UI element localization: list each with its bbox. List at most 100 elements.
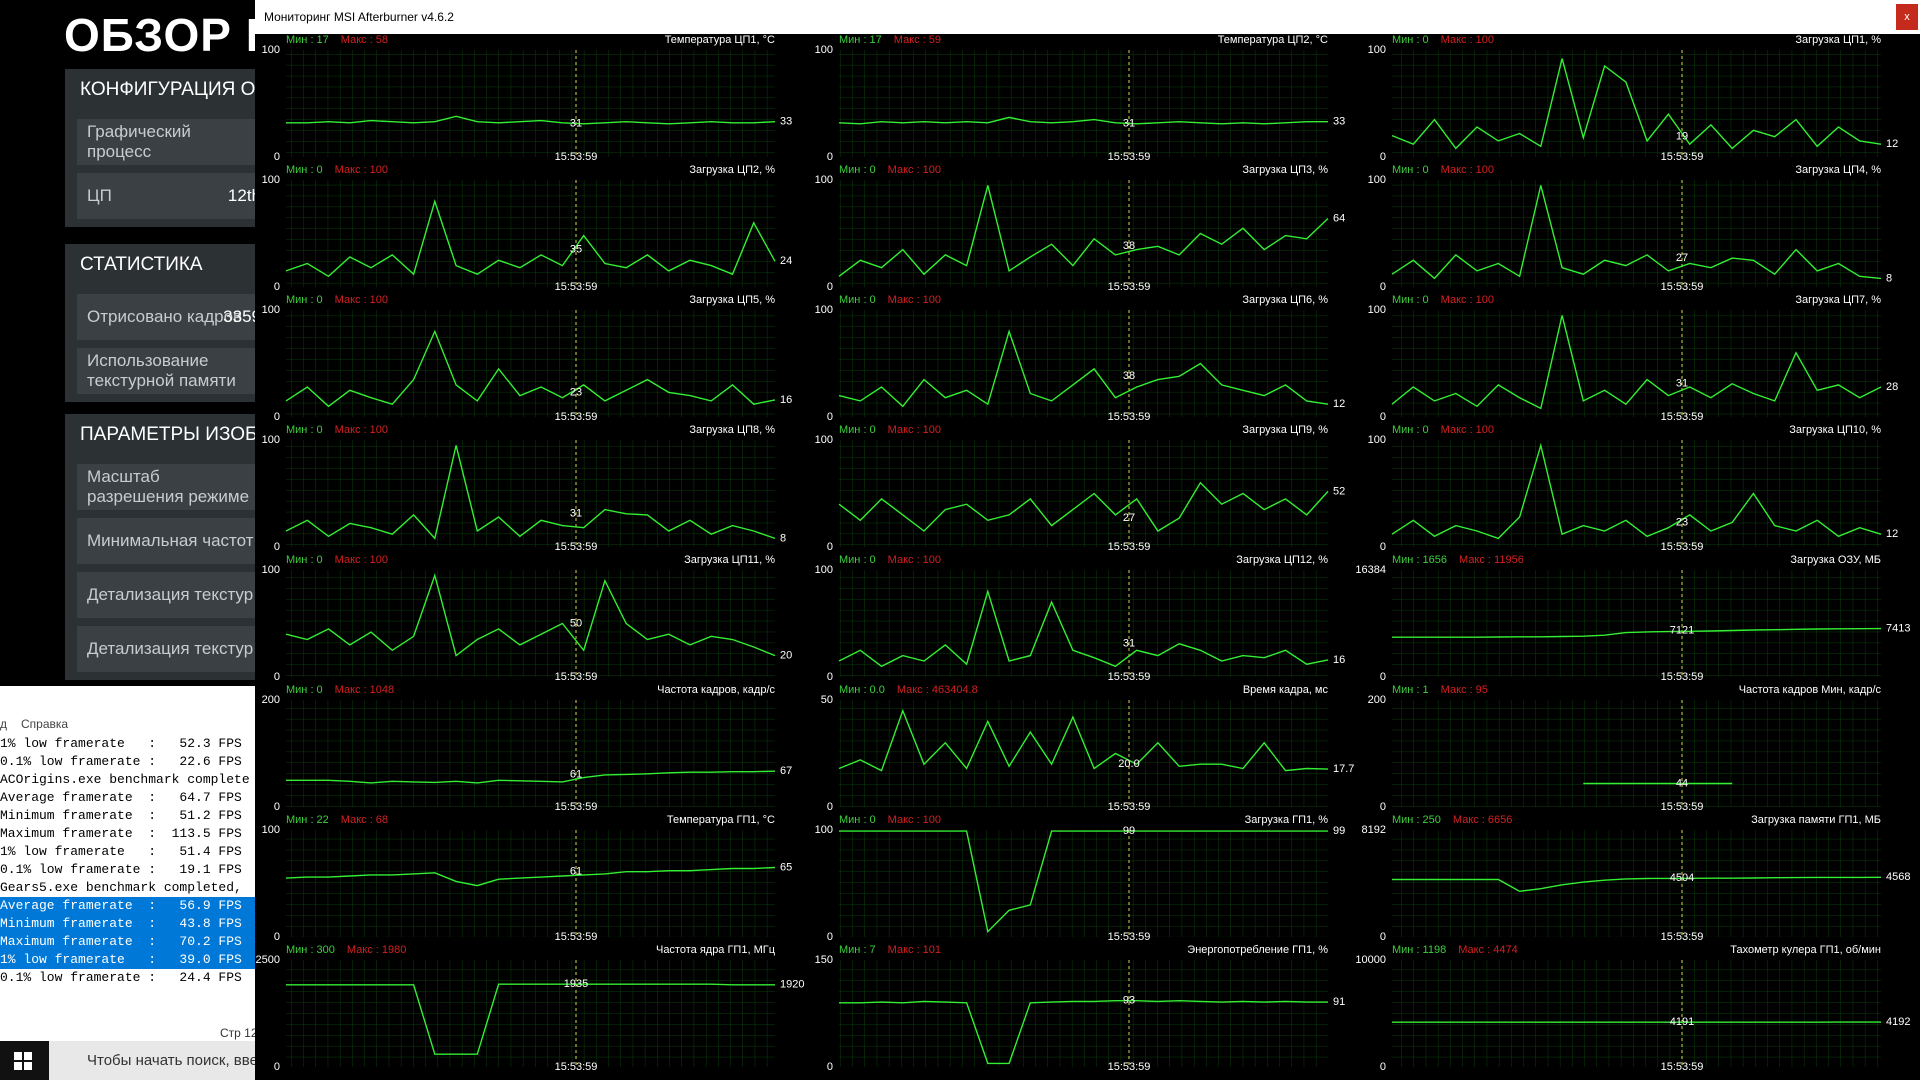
min-max: Мин : 17 Макс : 59 <box>839 34 941 46</box>
close-label[interactable]: x <box>1904 11 1910 23</box>
menu-item[interactable]: Справка <box>21 717 69 731</box>
current-value: 28 <box>1886 381 1898 393</box>
min-label: Мин : 1198 <box>1392 944 1446 956</box>
graph-grid <box>286 830 775 937</box>
graph-grid <box>286 310 775 417</box>
max-label: Макс : 100 <box>888 164 941 176</box>
row-value: 12th <box>227 186 261 205</box>
graph-title: Загрузка ЦП9, % <box>1242 424 1328 436</box>
graph-title: Энергопотребление ГП1, % <box>1187 944 1328 956</box>
current-value: 12 <box>1886 138 1898 150</box>
row-label: Использование текстурной памяти <box>87 351 236 390</box>
start-button[interactable] <box>14 1052 32 1070</box>
menu-bar: д Справка <box>0 686 255 731</box>
current-value: 20 <box>780 650 792 662</box>
section-title: КОНФИГУРАЦИЯ ОБ <box>80 79 265 100</box>
y-tick-label: 0 <box>1380 151 1386 163</box>
cursor-value: 4191 <box>1670 1016 1694 1028</box>
text-line: Gears5.exe benchmark completed, <box>0 880 242 895</box>
cursor-value: 31 <box>1123 118 1135 130</box>
settings-row: Масштаб разрешения режиме <box>77 464 265 510</box>
cursor-value: 38 <box>1123 240 1135 252</box>
current-value: 16 <box>1333 654 1345 666</box>
trace <box>838 116 1328 125</box>
cursor-value: 31 <box>1676 378 1688 390</box>
menu-item[interactable]: д <box>0 717 8 731</box>
current-value: 33 <box>1333 116 1345 128</box>
current-value: 17.7 <box>1333 763 1354 775</box>
min-max: Мин : 0 Макс : 100 <box>839 164 941 176</box>
cursor-value: 31 <box>570 118 582 130</box>
time-label: 15:53:59 <box>555 151 598 163</box>
min-max: Мин : 300 Макс : 1980 <box>286 944 406 956</box>
cursor-value: 99 <box>1123 825 1135 837</box>
graph-grid <box>839 570 1328 677</box>
cursor-value: 44 <box>1676 777 1688 789</box>
y-tick-label: 100 <box>262 434 280 446</box>
text-area[interactable]: 1% low framerate : 52.3 FPS 0.1% low fram… <box>0 735 255 987</box>
graph-title: Частота ядра ГП1, МГц <box>656 944 776 956</box>
current-value: 65 <box>780 861 792 873</box>
current-value: 1920 <box>780 979 804 991</box>
time-label: 15:53:59 <box>1661 281 1704 293</box>
min-label: Мин : 22 <box>286 814 329 826</box>
text-line: 1% low framerate : 52.3 FPS <box>0 736 242 751</box>
search-box[interactable]: Чтобы начать поиск, вве <box>49 1041 255 1080</box>
current-value: 16 <box>780 394 792 406</box>
max-label: Макс : 100 <box>1441 294 1494 306</box>
graph-grid <box>839 50 1328 157</box>
y-tick-label: 0 <box>1380 411 1386 423</box>
min-max: Мин : 0 Макс : 100 <box>286 424 388 436</box>
max-label: Макс : 95 <box>1441 684 1488 696</box>
graph-title: Загрузка ЦП4, % <box>1795 164 1881 176</box>
cursor-value: 27 <box>1676 252 1688 264</box>
graph-grid <box>1392 830 1881 937</box>
settings-row: Минимальная частот <box>77 518 265 564</box>
trace <box>838 185 1329 277</box>
time-label: 15:53:59 <box>555 281 598 293</box>
min-max: Мин : 0 Макс : 100 <box>286 554 388 566</box>
trace <box>838 708 1329 772</box>
time-label: 15:53:59 <box>555 671 598 683</box>
y-tick-label: 0 <box>1380 801 1386 813</box>
row-label: Отрисовано кадров <box>87 307 243 326</box>
min-label: Мин : 300 <box>286 944 335 956</box>
row-label: Масштаб разрешения режиме <box>87 467 250 506</box>
graph-grid <box>839 960 1328 1067</box>
max-label: Макс : 100 <box>1441 34 1494 46</box>
trace <box>839 999 1328 1065</box>
current-value: 4192 <box>1886 1016 1910 1028</box>
graph-title: Частота кадров, кадр/с <box>657 684 775 696</box>
graph-grid <box>839 830 1328 937</box>
trace <box>1391 315 1882 410</box>
min-label: Мин : 0 <box>839 294 876 306</box>
max-label: Макс : 100 <box>888 294 941 306</box>
y-tick-label: 0 <box>274 151 280 163</box>
trace <box>285 866 776 887</box>
trace <box>286 770 776 784</box>
settings-row: Детализация текстур <box>77 626 265 672</box>
min-max: Мин : 22 Макс : 68 <box>286 814 388 826</box>
time-label: 15:53:59 <box>1108 281 1151 293</box>
min-max: Мин : 0.0 Макс : 463404.8 <box>839 684 978 696</box>
graph-grid <box>839 180 1328 287</box>
graph-title: Загрузка памяти ГП1, МБ <box>1751 814 1881 826</box>
trace <box>285 445 776 540</box>
min-max: Мин : 1198 Макс : 4474 <box>1392 944 1518 956</box>
graph-title: Температура ЦП1, °С <box>665 34 775 46</box>
time-label: 15:53:59 <box>1108 801 1151 813</box>
y-tick-label: 100 <box>1368 434 1386 446</box>
min-label: Мин : 0 <box>1392 424 1429 436</box>
y-tick-label: 100 <box>815 564 833 576</box>
time-label: 15:53:59 <box>1661 541 1704 553</box>
y-tick-label: 0 <box>827 671 833 683</box>
max-label: Макс : 68 <box>341 814 388 826</box>
min-label: Мин : 7 <box>839 944 876 956</box>
max-label: Макс : 100 <box>335 164 388 176</box>
close-button[interactable] <box>1896 4 1918 30</box>
min-label: Мин : 1656 <box>1392 554 1447 566</box>
graph-grid <box>286 570 775 677</box>
row-label: Детализация текстур <box>87 585 254 604</box>
min-label: Мин : 0 <box>839 424 876 436</box>
graph-grid <box>1392 700 1881 807</box>
